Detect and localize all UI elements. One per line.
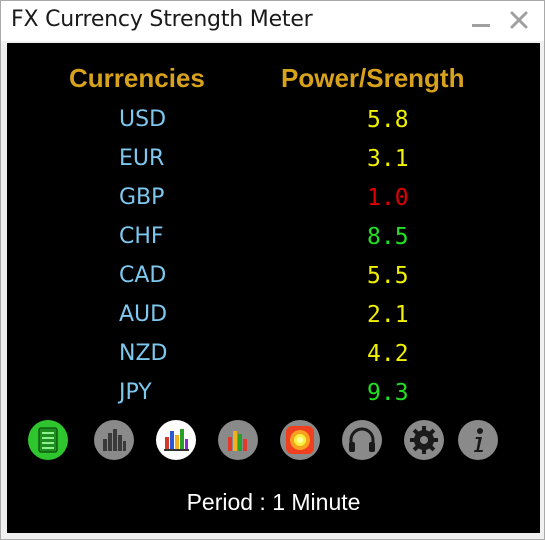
currency-code: JPY: [119, 380, 152, 405]
gear-icon[interactable]: [403, 419, 445, 461]
currency-code: GBP: [119, 185, 165, 210]
strength-value: 1.0: [367, 185, 409, 211]
strength-value: 2.1: [367, 302, 409, 328]
period-label: Period :: [186, 489, 273, 515]
currency-row: GBP 1.0: [7, 185, 540, 221]
view-toolbar: [7, 419, 540, 463]
currency-code: CAD: [119, 263, 167, 288]
currency-code: CHF: [119, 224, 164, 249]
currency-code: USD: [119, 107, 167, 132]
window-title: FX Currency Strength Meter: [11, 7, 313, 32]
bar-chart-colored-gray-icon[interactable]: [217, 419, 259, 461]
title-bar[interactable]: FX Currency Strength Meter: [1, 1, 544, 41]
currency-code: NZD: [119, 341, 168, 366]
currency-row: AUD 2.1: [7, 302, 540, 338]
currency-code: AUD: [119, 302, 168, 327]
power-header: Power/Srength: [281, 63, 465, 93]
period-value: 1 Minute: [272, 489, 361, 515]
strength-value: 4.2: [367, 341, 409, 367]
currency-code: EUR: [119, 146, 165, 171]
currency-row: NZD 4.2: [7, 341, 540, 377]
currency-row: USD 5.8: [7, 107, 540, 143]
strength-value: 9.3: [367, 380, 409, 406]
currencies-header: Currencies: [69, 63, 205, 93]
heatmap-icon[interactable]: [279, 419, 321, 461]
info-icon[interactable]: [457, 419, 499, 461]
currency-row: JPY 9.3: [7, 380, 540, 416]
list-view-icon[interactable]: [27, 419, 69, 461]
bar-chart-color-icon[interactable]: [155, 419, 197, 461]
bar-chart-gray-icon[interactable]: [93, 419, 135, 461]
currency-row: CHF 8.5: [7, 224, 540, 260]
strength-panel: Currencies Power/Srength USD 5.8 EUR 3.1…: [7, 43, 540, 533]
strength-value: 8.5: [367, 224, 409, 250]
currency-row: CAD 5.5: [7, 263, 540, 299]
minimize-icon[interactable]: [470, 9, 492, 31]
strength-value: 5.5: [367, 263, 409, 289]
strength-value: 5.8: [367, 107, 409, 133]
period-status: Period : 1 Minute: [7, 489, 540, 516]
close-icon[interactable]: [508, 9, 530, 31]
strength-value: 3.1: [367, 146, 409, 172]
currency-row: EUR 3.1: [7, 146, 540, 182]
headphones-icon[interactable]: [341, 419, 383, 461]
